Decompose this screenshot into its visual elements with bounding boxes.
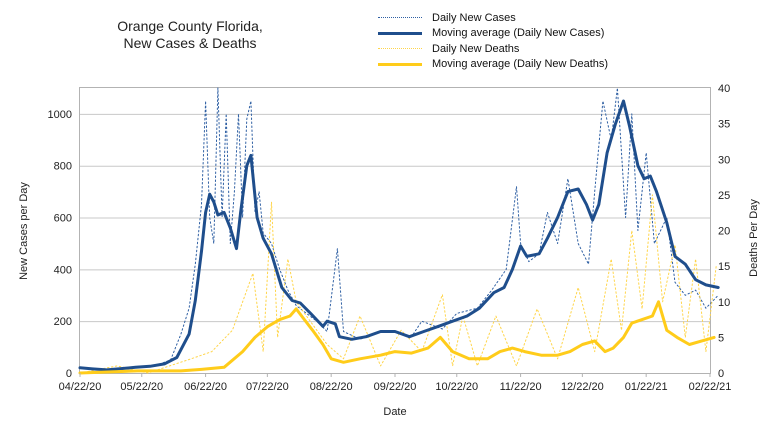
y-right-tick-label: 20 — [718, 226, 730, 238]
series-line-2 — [79, 194, 717, 374]
legend-label-daily-cases: Daily New Cases — [432, 11, 516, 24]
x-tick-label: 05/22/20 — [120, 381, 163, 393]
y-left-tick-label: 800 — [54, 161, 72, 173]
y-left-tick-label: 600 — [54, 213, 72, 225]
y-left-tick-label: 0 — [66, 368, 72, 380]
y-left-tick-label: 1000 — [48, 109, 72, 121]
x-tick-label: 06/22/20 — [184, 381, 227, 393]
y-right-tick-label: 40 — [718, 83, 730, 95]
x-tick-label: 12/22/20 — [561, 381, 604, 393]
series-line-1 — [78, 99, 720, 372]
y-right-tick-label: 30 — [718, 154, 730, 166]
legend: Daily New Cases Moving average (Daily Ne… — [378, 10, 608, 72]
y-axis-left-ticks: 0 200 400 600 800 1000 — [48, 109, 72, 380]
y-left-tick-label: 400 — [54, 264, 72, 276]
y-axis-right-title: Deaths Per Day — [748, 199, 760, 277]
legend-item-ma-cases: Moving average (Daily New Cases) — [378, 26, 608, 42]
x-tick-label: 02/22/21 — [689, 381, 732, 393]
series-line-3 — [78, 300, 716, 375]
legend-item-ma-deaths: Moving average (Daily New Deaths) — [378, 57, 608, 73]
y-right-tick-label: 15 — [718, 261, 730, 273]
legend-swatch-daily-cases — [378, 17, 422, 19]
y-right-tick-label: 0 — [718, 368, 724, 380]
legend-item-daily-cases: Daily New Cases — [378, 10, 608, 26]
legend-swatch-ma-deaths — [378, 62, 422, 66]
x-tick-label: 10/22/20 — [435, 381, 478, 393]
y-right-tick-label: 25 — [718, 190, 730, 202]
x-tick-label: 08/22/20 — [310, 381, 353, 393]
gridlines — [80, 113, 710, 323]
y-right-tick-label: 35 — [718, 119, 730, 131]
legend-label-ma-cases: Moving average (Daily New Cases) — [432, 27, 605, 40]
x-tick-label: 01/22/21 — [625, 381, 668, 393]
x-tick-label: 07/22/20 — [246, 381, 289, 393]
y-left-tick-label: 200 — [54, 316, 72, 328]
x-axis-title: Date — [383, 406, 406, 418]
series-line-0 — [79, 87, 719, 371]
legend-item-daily-deaths: Daily New Deaths — [378, 41, 608, 57]
series-layer — [78, 87, 720, 375]
y-axis-left-title: New Cases per Day — [18, 182, 30, 280]
x-tick-label: 09/22/20 — [374, 381, 417, 393]
y-right-tick-label: 5 — [718, 332, 724, 344]
chart-title-line-2: New Cases & Deaths — [123, 35, 257, 51]
chart-title-line-1: Orange County Florida, — [117, 18, 263, 34]
x-tick-label: 04/22/20 — [59, 381, 102, 393]
legend-label-ma-deaths: Moving average (Daily New Deaths) — [432, 58, 609, 71]
legend-swatch-daily-deaths — [378, 48, 422, 50]
x-tick-label: 11/22/20 — [500, 381, 542, 393]
x-axis-ticks: 04/22/20 05/22/20 06/22/20 07/22/20 08/22/20… — [59, 373, 732, 393]
y-axis-right-ticks: 0 5 10 15 20 25 30 35 40 — [718, 83, 730, 380]
y-right-tick-label: 10 — [718, 297, 730, 309]
legend-swatch-ma-cases — [378, 31, 422, 35]
legend-label-daily-deaths: Daily New Deaths — [432, 42, 520, 55]
